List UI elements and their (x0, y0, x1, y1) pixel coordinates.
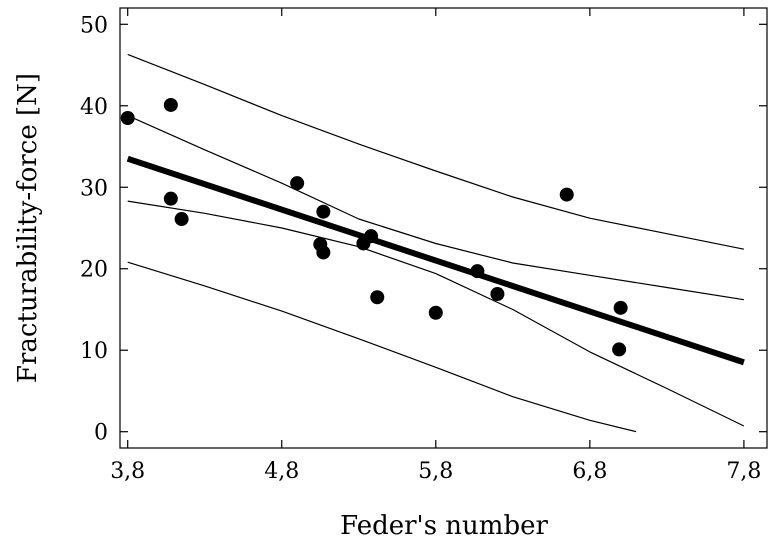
bands (127, 53, 745, 433)
y-tick-label: 30 (80, 176, 108, 201)
prediction-band-lower (127, 261, 637, 433)
y-tick-label: 0 (94, 421, 108, 446)
data-point (470, 264, 485, 279)
prediction-band-upper (127, 53, 745, 250)
data-point (316, 204, 331, 219)
x-tick-label: 3,8 (110, 459, 145, 484)
data-point (428, 305, 443, 320)
y-tick-label: 20 (80, 258, 108, 283)
data-point (290, 176, 305, 191)
regression-line (126, 155, 745, 366)
data-point (370, 290, 385, 305)
data-point (612, 342, 627, 357)
data-point (163, 191, 178, 206)
y-tick-label: 10 (80, 339, 108, 364)
y-axis-title: Fracturability-force [N] (13, 73, 43, 383)
data-point (120, 111, 135, 125)
data-point (559, 187, 574, 202)
fit-line-group (126, 155, 745, 366)
data-point (613, 300, 628, 315)
x-axis-ticks: 3,8 4,8 5,8 6,8 7,8 (110, 8, 761, 484)
x-axis-title: Feder's number (340, 511, 548, 541)
data-point (316, 245, 331, 260)
y-tick-label: 40 (80, 95, 108, 120)
data-point (174, 212, 189, 227)
confidence-band-lower (127, 115, 744, 301)
x-tick-label: 7,8 (726, 459, 761, 484)
confidence-band-upper (127, 200, 745, 427)
data-point (490, 287, 505, 301)
x-tick-label: 5,8 (418, 459, 453, 484)
y-axis-ticks: 0 10 20 30 40 50 (80, 13, 767, 446)
data-point (163, 97, 178, 112)
x-tick-label: 4,8 (264, 459, 299, 484)
y-tick-label: 50 (80, 13, 108, 38)
plot-frame (119, 7, 768, 449)
data-points (120, 97, 628, 357)
x-tick-label: 6,8 (572, 459, 607, 484)
data-point (364, 229, 379, 244)
